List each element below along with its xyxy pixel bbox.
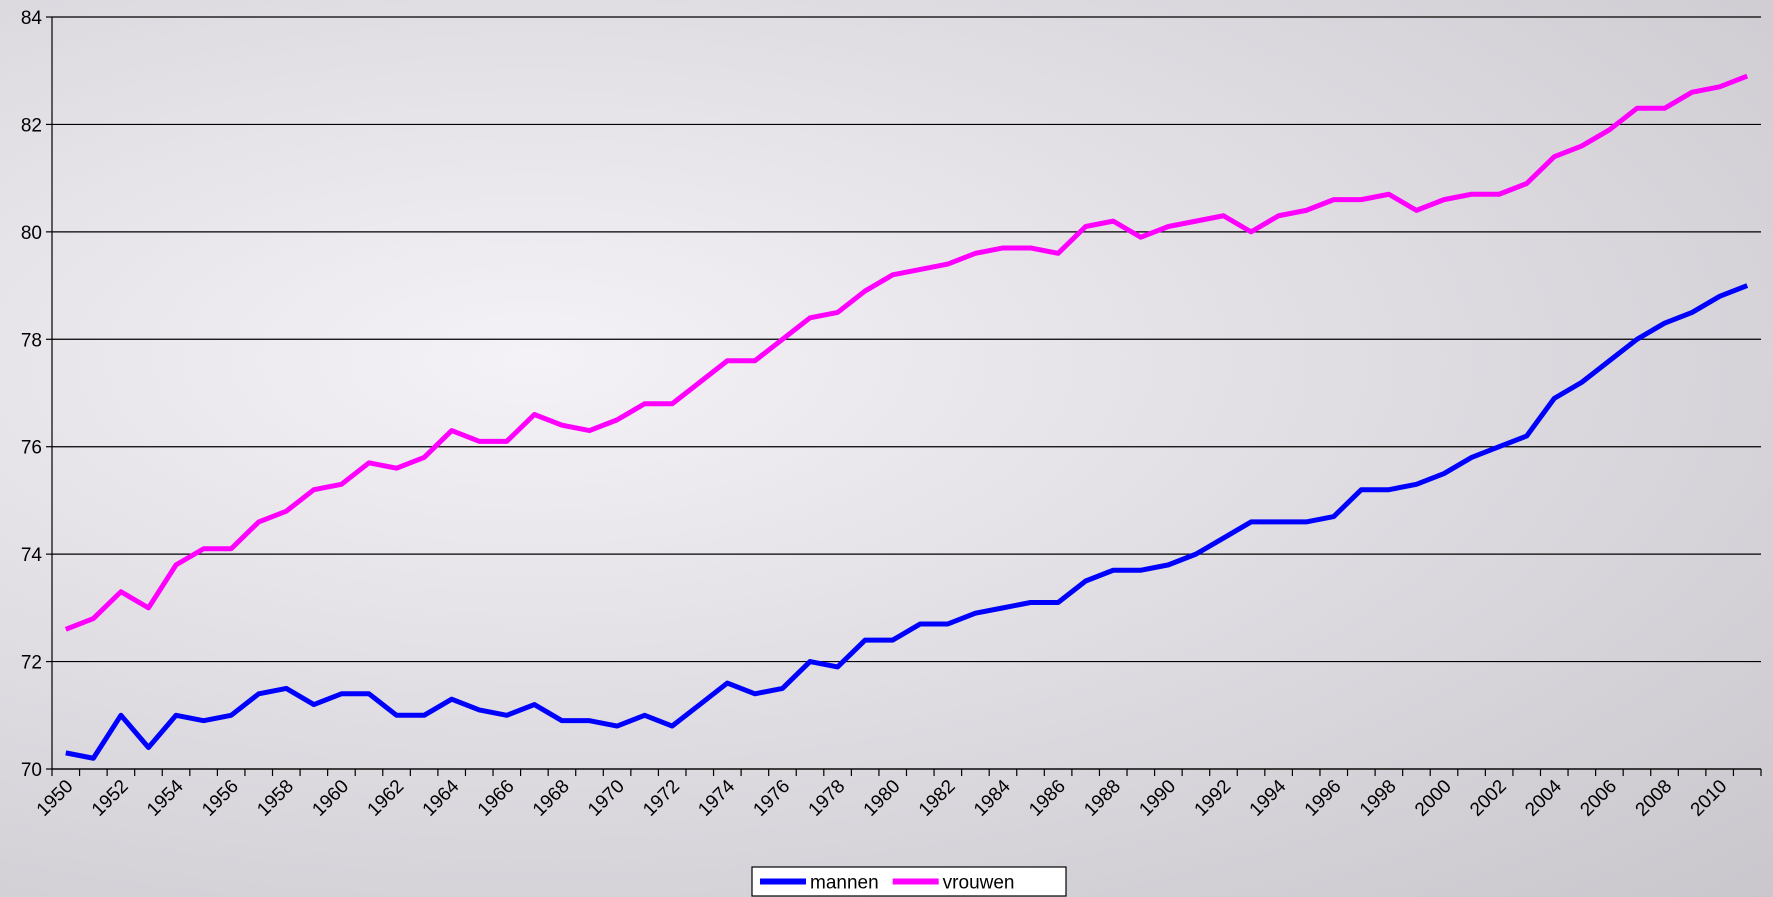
y-tick-label: 84 [21, 8, 43, 29]
x-tick-label: 1990 [1135, 776, 1180, 821]
x-tick-label: 1972 [639, 776, 684, 821]
x-tick-label: 1968 [529, 776, 574, 821]
x-tick-label: 1954 [143, 776, 188, 821]
line-series [65, 283, 1749, 761]
x-tick-label: 2000 [1411, 776, 1456, 821]
x-tick-label: 1974 [694, 776, 739, 821]
x-tick-label: 2004 [1521, 776, 1566, 821]
x-tick-label: 1950 [33, 776, 78, 821]
x-tick-label: 1982 [915, 776, 960, 821]
x-tick-label: 1984 [970, 776, 1015, 821]
y-tick-label: 70 [21, 760, 42, 781]
x-tick-label: 1978 [805, 776, 850, 821]
y-tick-label: 74 [21, 545, 43, 566]
x-tick-label: 1952 [88, 776, 133, 821]
legend: mannen vrouwen [751, 866, 1067, 897]
y-tick-label: 72 [21, 653, 42, 674]
x-tick-label: 2002 [1466, 776, 1511, 821]
legend-label: mannen [810, 873, 879, 894]
x-tick-label: 1998 [1356, 776, 1401, 821]
legend-label: vrouwen [943, 873, 1015, 894]
x-tick-label: 1958 [253, 776, 298, 821]
x-tick-label: 1986 [1025, 776, 1070, 821]
x-tick-label: 1996 [1301, 776, 1346, 821]
x-tick-label: 1966 [474, 776, 519, 821]
x-tick-label: 1994 [1246, 776, 1291, 821]
x-tick-label: 1980 [860, 776, 905, 821]
x-tick-label: 1976 [749, 776, 794, 821]
x-tick-label: 2010 [1687, 776, 1732, 821]
y-tick-label: 82 [21, 115, 42, 136]
y-tick-label: 80 [21, 223, 42, 244]
x-tick-label: 2008 [1632, 776, 1677, 821]
y-tick-label: 78 [21, 330, 42, 351]
x-tick-label: 1970 [584, 776, 629, 821]
y-tick-label: 76 [21, 438, 42, 459]
x-tick-label: 2006 [1576, 776, 1621, 821]
x-tick-label: 1962 [364, 776, 409, 821]
line-series [64, 73, 1749, 632]
x-tick-label: 1988 [1080, 776, 1125, 821]
x-tick-label: 1992 [1191, 776, 1236, 821]
x-tick-label: 1960 [308, 776, 353, 821]
x-tick-label: 1956 [198, 776, 243, 821]
x-tick-label: 1964 [419, 776, 464, 821]
